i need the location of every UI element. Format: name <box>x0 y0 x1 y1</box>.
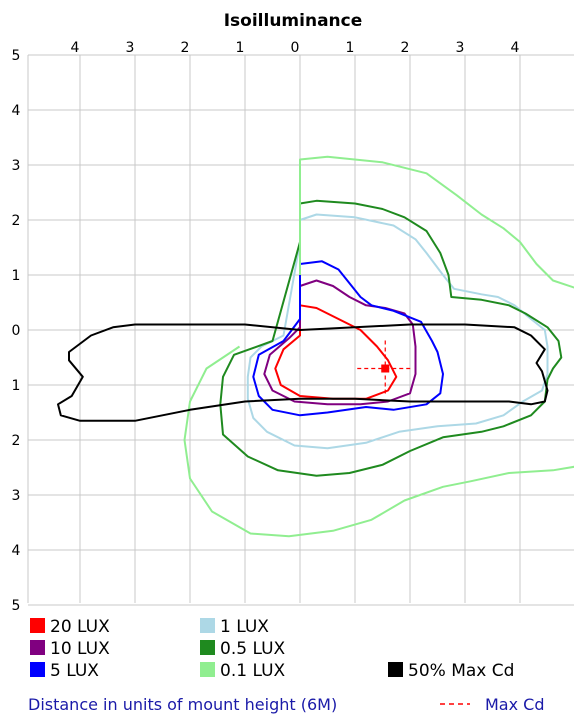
legend-swatch <box>388 662 403 677</box>
series-10-lux <box>263 279 417 406</box>
legend-label: 1 LUX <box>220 617 269 637</box>
x-tick-label: 1 <box>346 40 355 56</box>
legend-label: 20 LUX <box>50 617 110 637</box>
x-tick-label: 3 <box>456 40 465 56</box>
footer-distance-label: Distance in units of mount height (6M) <box>28 695 337 714</box>
series-0-1-lux <box>183 345 574 538</box>
x-tick-label: 1 <box>236 40 245 56</box>
x-tick-label: 4 <box>71 40 80 56</box>
series-0-5-lux <box>219 199 563 477</box>
max-cd-marker <box>357 340 414 397</box>
x-tick-labels: 4 3 2 1 0 1 2 3 4 <box>71 40 520 56</box>
series-1-lux <box>246 213 549 450</box>
legend-label: 5 LUX <box>50 661 99 681</box>
x-tick-label: 4 <box>511 40 520 56</box>
y-tick-label: 0 <box>12 323 21 339</box>
y-tick-label: 4 <box>12 103 21 119</box>
legend-label: 50% Max Cd <box>408 661 514 681</box>
legend-swatch <box>200 618 215 633</box>
series-50-max-cd <box>57 323 549 422</box>
x-tick-label: 0 <box>291 40 300 56</box>
y-tick-label: 5 <box>12 598 21 614</box>
y-tick-label: 2 <box>12 433 21 449</box>
legend-label: 0.1 LUX <box>220 661 286 681</box>
legend: 20 LUX 1 LUX 10 LUX 0.5 LUX 5 LUX 0.1 LUX 50% … <box>30 617 514 681</box>
series-lines <box>57 155 574 538</box>
y-tick-label: 3 <box>12 488 21 504</box>
y-tick-label: 5 <box>12 48 21 64</box>
series-0-1-lux <box>299 155 574 289</box>
x-tick-label: 3 <box>126 40 135 56</box>
x-tick-label: 2 <box>181 40 190 56</box>
chart-title: Isoilluminance <box>224 11 363 31</box>
max-cd-legend-label: Max Cd <box>485 695 545 714</box>
legend-label: 10 LUX <box>50 639 110 659</box>
series-5-lux <box>252 260 444 417</box>
legend-swatch <box>30 662 45 677</box>
y-tick-label: 4 <box>12 543 21 559</box>
x-tick-label: 2 <box>401 40 410 56</box>
y-tick-label: 2 <box>12 213 21 229</box>
max-cd-point <box>381 364 390 373</box>
y-tick-labels: 5 4 3 2 1 0 1 2 3 4 5 <box>12 48 21 614</box>
legend-swatch <box>30 618 45 633</box>
legend-swatch <box>200 640 215 655</box>
series-20-lux <box>274 304 398 400</box>
legend-label: 0.5 LUX <box>220 639 286 659</box>
y-tick-label: 1 <box>12 378 21 394</box>
legend-swatch <box>200 662 215 677</box>
grid <box>27 54 574 606</box>
y-tick-label: 3 <box>12 158 21 174</box>
y-tick-label: 1 <box>12 268 21 284</box>
legend-swatch <box>30 640 45 655</box>
